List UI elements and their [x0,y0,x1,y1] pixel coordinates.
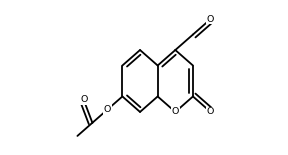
Text: O: O [207,15,214,24]
Text: O: O [207,107,214,116]
Text: O: O [104,105,111,114]
Text: O: O [80,95,88,104]
Text: O: O [172,107,179,116]
